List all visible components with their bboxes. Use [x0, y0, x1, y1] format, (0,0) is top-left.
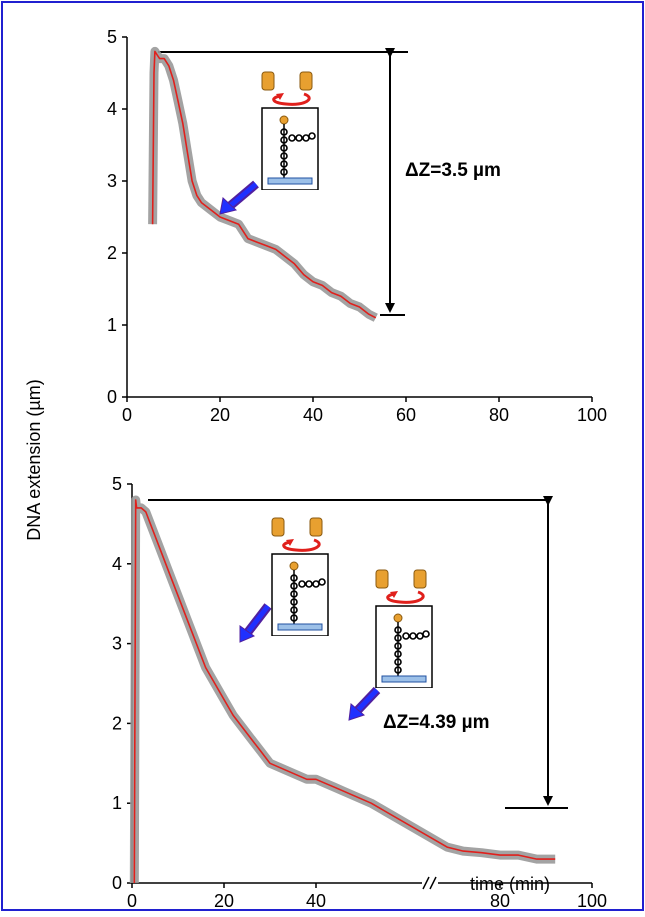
y-tick-label: 1	[107, 315, 117, 335]
y-axis-label: DNA extension (µm)	[24, 379, 44, 540]
axis-break	[422, 875, 438, 891]
y-tick-label: 5	[112, 474, 122, 494]
x-tick-label: 100	[577, 405, 607, 425]
annotation: ΔZ=3.5 µm	[405, 160, 501, 181]
y-tick-label: 0	[112, 873, 122, 893]
noise-band	[129, 495, 556, 884]
x-tick-label: 80	[489, 405, 509, 425]
x-tick-label: 100	[577, 891, 607, 911]
x-tick-label: 80	[490, 891, 510, 911]
x-tick-label: 40	[306, 891, 326, 911]
y-tick-label: 2	[112, 713, 122, 733]
x-tick-label: 0	[122, 405, 132, 425]
pointer-arrows	[219, 180, 381, 721]
y-tick-label: 0	[107, 387, 117, 407]
y-tick-label: 4	[107, 99, 117, 119]
y-tick-label: 5	[107, 27, 117, 47]
y-tick-label: 3	[107, 171, 117, 191]
y-tick-label: 3	[112, 634, 122, 654]
x-tick-label: 60	[396, 405, 416, 425]
data-line	[133, 499, 556, 884]
x-axis-label: time (min)	[470, 874, 550, 894]
x-tick-label: 40	[303, 405, 323, 425]
annotation: ΔZ=4.39 µm	[383, 712, 489, 733]
y-tick-label: 2	[107, 243, 117, 263]
x-tick-label: 0	[127, 891, 137, 911]
delta-markers	[148, 48, 568, 809]
y-tick-label: 4	[112, 554, 122, 574]
data-line	[151, 50, 377, 319]
y-tick-label: 1	[112, 793, 122, 813]
x-tick-label: 20	[210, 405, 230, 425]
x-tick-label: 20	[214, 891, 234, 911]
